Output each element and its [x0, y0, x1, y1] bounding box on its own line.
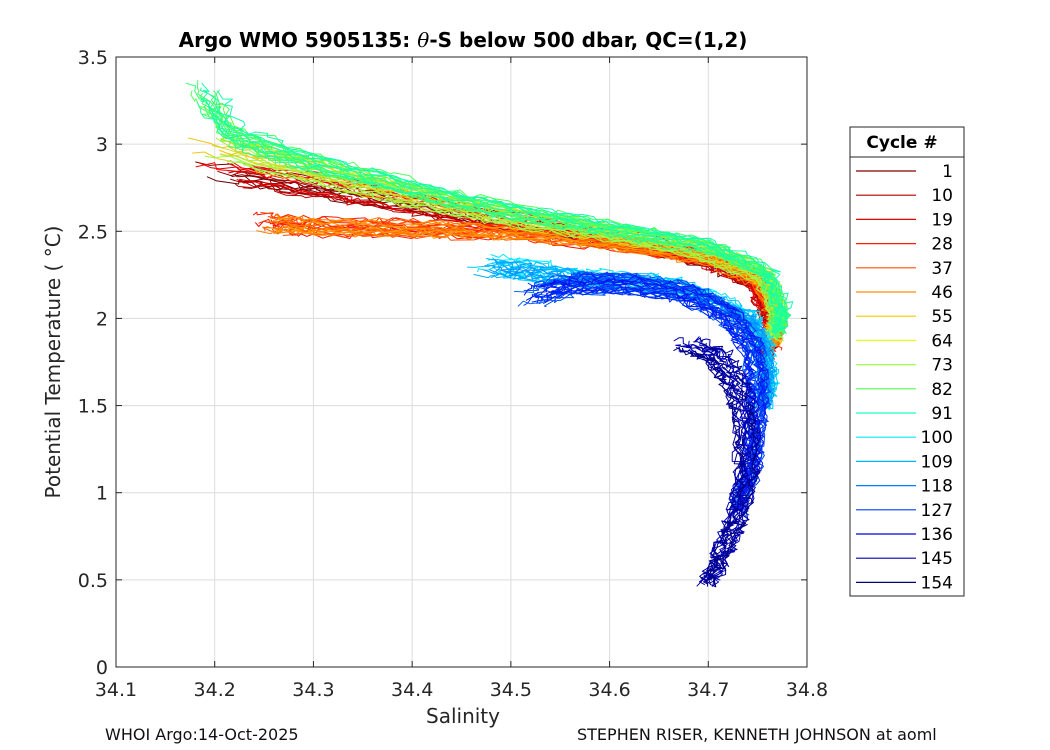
x-tick-label: 34.6	[588, 679, 630, 701]
chart-title: Argo WMO 5905135: θ-S below 500 dbar, QC…	[179, 28, 748, 52]
legend-label: 82	[931, 380, 953, 400]
axes-frame	[115, 56, 808, 668]
cycle-profile-line	[208, 108, 786, 338]
x-tick-labels: 34.1 34.2 34.3 34.4 34.5 34.6 34.7 34.8	[95, 679, 828, 701]
x-tick-label: 34.8	[786, 679, 828, 701]
legend-label: 28	[931, 235, 953, 255]
y-tick-labels: 0 0.5 1 1.5 2 2.5 3 3.5	[78, 47, 108, 679]
cycle-profile-line	[680, 344, 745, 586]
footer-left: WHOI Argo:14-Oct-2025	[105, 725, 299, 744]
cycle-profile-line	[196, 101, 781, 333]
x-tick-label: 34.4	[391, 679, 433, 701]
y-tick-label: 1.5	[78, 396, 108, 418]
cycle-profile-line	[216, 90, 794, 334]
legend-entries: 1 10 19 28 37 46 55 64 73 82 91 100 109 118 127 136 145 1…	[856, 162, 953, 593]
y-tick-label: 0.5	[78, 570, 108, 592]
y-tick-label: 0	[96, 657, 108, 679]
x-tick-label: 34.7	[687, 679, 729, 701]
x-tick-label: 34.1	[95, 679, 137, 701]
y-tick-label: 2.5	[78, 221, 108, 243]
y-tick-label: 3.5	[78, 47, 108, 69]
legend-label: 136	[921, 525, 953, 545]
legend-label: 46	[931, 283, 953, 303]
cycle-profile-line	[673, 337, 746, 584]
legend-label: 55	[931, 307, 953, 327]
legend-label: 109	[921, 452, 953, 472]
cycle-profile-line	[226, 160, 780, 339]
footer-right: STEPHEN RISER, KENNETH JOHNSON at aoml	[577, 725, 937, 744]
legend-box	[849, 126, 965, 597]
y-tick-label: 3	[96, 134, 108, 156]
legend-label: 118	[921, 477, 953, 497]
cycle-profile-line	[676, 347, 746, 587]
legend-label: 19	[931, 210, 953, 230]
legend-label: 73	[931, 356, 953, 376]
x-tick-label: 34.3	[292, 679, 334, 701]
cycle-profile-line	[673, 346, 745, 587]
x-tick-label: 34.2	[194, 679, 236, 701]
legend-label: 91	[931, 404, 953, 424]
x-tick-label: 34.5	[490, 679, 532, 701]
ticks	[115, 56, 808, 668]
cycle-profile-line	[199, 100, 783, 333]
legend-label: 127	[921, 501, 953, 521]
legend-label: 64	[931, 331, 953, 351]
cycle-profile-line	[678, 350, 747, 585]
y-tick-label: 2	[96, 308, 108, 330]
legend-label: 37	[931, 259, 953, 279]
cycle-profile-line	[201, 82, 787, 332]
legend-label: 100	[921, 428, 953, 448]
cycle-profile-line	[538, 288, 766, 518]
y-tick-label: 1	[96, 483, 108, 505]
legend-label: 10	[931, 186, 953, 206]
cycle-profile-line	[693, 341, 754, 583]
cycle-profile-line	[700, 339, 761, 586]
x-axis-label: Salinity	[426, 704, 500, 728]
series-layer	[185, 80, 794, 588]
legend-label: 154	[921, 573, 953, 593]
cycle-profile-line	[544, 273, 769, 509]
legend-label: 1	[942, 162, 953, 182]
legend: Cycle # 1 10 19 28 37 46 55 64 73 82 91 100 109 118 12…	[849, 126, 965, 597]
y-axis-label: Potential Temperature ( °C)	[41, 226, 65, 499]
legend-title: Cycle #	[866, 133, 937, 153]
legend-label: 145	[921, 549, 953, 569]
